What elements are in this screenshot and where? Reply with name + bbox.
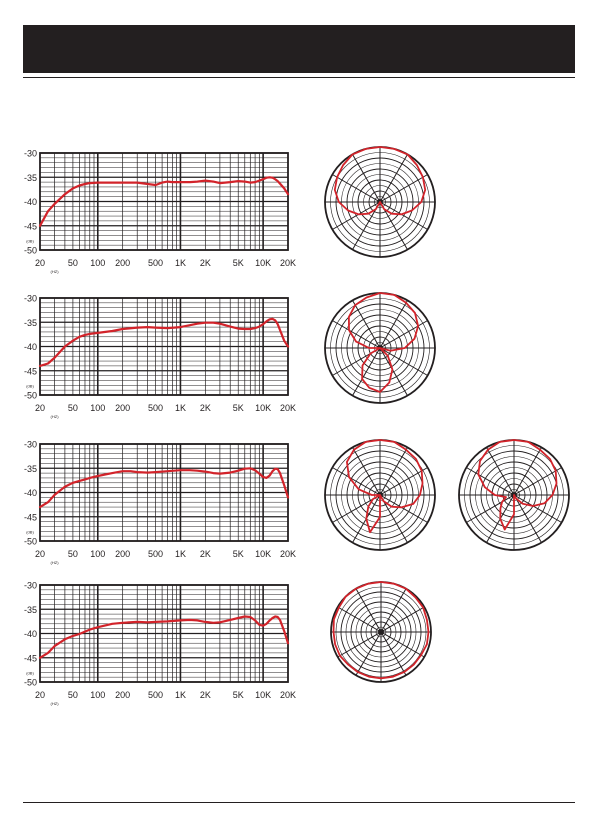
x-tick-label: 500 bbox=[148, 403, 163, 413]
grid-lines bbox=[40, 584, 288, 683]
y-tick-label: -50 bbox=[24, 678, 37, 688]
x-tick-label: 10K bbox=[255, 403, 271, 413]
header-rule bbox=[23, 77, 575, 78]
frequency-response-chart-4: -30 -35 -40 -45 -50 (dB) 20 50 100 200 500 1K 2K 5K 10… bbox=[15, 581, 300, 711]
x-tick-label: 100 bbox=[90, 403, 105, 413]
y-tick-label: -45 bbox=[24, 221, 37, 231]
x-unit-label: (HZ) bbox=[51, 701, 60, 706]
frequency-response-chart-3: -30 -35 -40 -45 -50 (dB) 20 50 100 200 500 1K 2K 5K 10… bbox=[15, 440, 300, 570]
y-tick-label: -40 bbox=[24, 488, 37, 498]
x-tick-label: 1K bbox=[175, 690, 186, 700]
y-tick-label: -45 bbox=[24, 512, 37, 522]
y-tick-label: -35 bbox=[24, 318, 37, 328]
response-curve bbox=[38, 317, 290, 368]
y-unit-label: (dB) bbox=[26, 670, 34, 675]
x-tick-label: 10K bbox=[255, 258, 271, 268]
grid-lines bbox=[40, 443, 288, 542]
y-tick-label: -35 bbox=[24, 173, 37, 183]
polar-pattern-chart-1 bbox=[322, 144, 438, 260]
response-curve bbox=[38, 615, 290, 659]
x-tick-label: 1K bbox=[175, 549, 186, 559]
y-tick-label: -50 bbox=[24, 537, 37, 547]
x-unit-label: (HZ) bbox=[51, 414, 60, 419]
polar-pattern-curve bbox=[347, 292, 419, 393]
x-tick-label: 50 bbox=[68, 690, 78, 700]
x-tick-label: 20 bbox=[35, 690, 45, 700]
polar-pattern-curve bbox=[477, 439, 558, 531]
x-tick-label: 200 bbox=[115, 403, 130, 413]
polar-pattern-chart-2 bbox=[322, 290, 438, 406]
y-tick-label: -40 bbox=[24, 629, 37, 639]
x-tick-label: 500 bbox=[148, 549, 163, 559]
polar-grid bbox=[458, 439, 570, 551]
y-tick-label: -30 bbox=[24, 149, 37, 159]
x-tick-label: 20K bbox=[280, 403, 296, 413]
x-tick-label: 50 bbox=[68, 258, 78, 268]
y-tick-label: -35 bbox=[24, 464, 37, 474]
frequency-response-chart-1: -30 -35 -40 -45 -50 (dB) 20 50 100 200 500 1K 2K 5K 10… bbox=[15, 149, 300, 279]
x-tick-label: 10K bbox=[255, 549, 271, 559]
x-tick-label: 2K bbox=[200, 258, 211, 268]
y-tick-label: -50 bbox=[24, 246, 37, 256]
grid-lines bbox=[40, 297, 288, 396]
x-tick-label: 2K bbox=[200, 549, 211, 559]
x-unit-label: (HZ) bbox=[51, 560, 60, 565]
x-tick-label: 5K bbox=[233, 690, 244, 700]
response-curve bbox=[38, 467, 290, 509]
y-tick-label: -50 bbox=[24, 391, 37, 401]
y-tick-label: -45 bbox=[24, 653, 37, 663]
polar-pattern-curve bbox=[333, 146, 427, 216]
y-unit-label: (dB) bbox=[26, 529, 34, 534]
y-tick-label: -30 bbox=[24, 294, 37, 304]
x-tick-label: 100 bbox=[90, 690, 105, 700]
x-tick-label: 20 bbox=[35, 258, 45, 268]
x-tick-label: 1K bbox=[175, 258, 186, 268]
footer-rule bbox=[23, 802, 575, 803]
x-tick-label: 200 bbox=[115, 258, 130, 268]
x-tick-label: 5K bbox=[233, 549, 244, 559]
x-tick-label: 10K bbox=[255, 690, 271, 700]
y-tick-label: -30 bbox=[24, 581, 37, 591]
response-curve bbox=[38, 176, 290, 227]
grid-lines bbox=[40, 152, 288, 251]
x-tick-label: 5K bbox=[233, 403, 244, 413]
x-tick-label: 500 bbox=[148, 258, 163, 268]
x-tick-label: 200 bbox=[115, 549, 130, 559]
y-tick-label: -30 bbox=[24, 440, 37, 450]
x-tick-label: 20K bbox=[280, 258, 296, 268]
y-tick-label: -45 bbox=[24, 366, 37, 376]
x-tick-label: 50 bbox=[68, 403, 78, 413]
polar-center bbox=[378, 629, 384, 635]
x-tick-label: 2K bbox=[200, 690, 211, 700]
x-tick-label: 20K bbox=[280, 549, 296, 559]
x-tick-label: 200 bbox=[115, 690, 130, 700]
plot-frame bbox=[39, 152, 289, 251]
y-tick-label: -40 bbox=[24, 197, 37, 207]
polar-pattern-chart-3 bbox=[322, 437, 438, 553]
y-unit-label: (dB) bbox=[26, 383, 34, 388]
polar-pattern-chart-5 bbox=[328, 579, 434, 685]
header-bar bbox=[23, 25, 575, 73]
polar-pattern-chart-4 bbox=[456, 437, 572, 553]
y-tick-label: -35 bbox=[24, 605, 37, 615]
polar-pattern-curve bbox=[345, 439, 424, 534]
plot-frame bbox=[39, 584, 289, 683]
x-tick-label: 20 bbox=[35, 403, 45, 413]
plot-frame bbox=[39, 443, 289, 542]
frequency-response-chart-2: -30 -35 -40 -45 -50 (dB) 20 50 100 200 500 1K 2K 5K 10… bbox=[15, 294, 300, 424]
x-tick-label: 20K bbox=[280, 690, 296, 700]
y-unit-label: (dB) bbox=[26, 238, 34, 243]
y-tick-label: -40 bbox=[24, 342, 37, 352]
x-tick-label: 100 bbox=[90, 258, 105, 268]
x-tick-label: 500 bbox=[148, 690, 163, 700]
x-tick-label: 50 bbox=[68, 549, 78, 559]
x-tick-label: 5K bbox=[233, 258, 244, 268]
x-tick-label: 100 bbox=[90, 549, 105, 559]
x-tick-label: 1K bbox=[175, 403, 186, 413]
polar-pattern-curve bbox=[332, 581, 430, 680]
x-unit-label: (HZ) bbox=[51, 269, 60, 274]
x-tick-label: 2K bbox=[200, 403, 211, 413]
x-tick-label: 20 bbox=[35, 549, 45, 559]
